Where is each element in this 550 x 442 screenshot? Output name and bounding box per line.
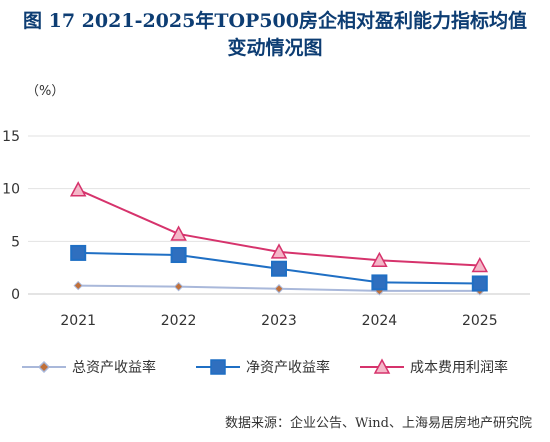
chart-title: 图 17 2021-2025年TOP500房企相对盈利能力指标均值 变动情况图 [0,8,550,62]
legend-label-roa: 总资产收益率 [72,360,156,376]
legend-swatch-roa [22,360,66,374]
y-tick-label: 0 [11,287,20,303]
data-point-cost-profit [270,243,288,259]
chart-legend: 总资产收益率 净资产收益率 成本费用利润率 [0,355,550,379]
data-point-roe [170,247,187,264]
legend-label-cost-profit: 成本费用利润率 [410,360,508,376]
x-tick-label: 2024 [362,313,398,329]
data-source-note: 数据来源：企业公告、Wind、上海易居房地产研究院 [225,416,532,431]
legend-item-roe: 净资产收益率 [194,355,330,379]
chart-title-line1: 图 17 2021-2025年TOP500房企相对盈利能力指标均值 [23,10,527,32]
x-tick-label: 2022 [161,313,197,329]
data-point-roe [371,274,388,291]
data-point-roe [471,275,488,292]
y-tick-label: 10 [2,182,20,198]
x-tick-label: 2025 [462,313,498,329]
x-tick-label: 2021 [60,313,96,329]
chart-title-line2: 变动情况图 [227,37,323,59]
data-point-cost-profit [371,251,388,268]
y-axis-unit-label: （%） [26,84,65,99]
data-point-cost-profit [170,225,187,241]
data-point-roa [73,280,83,291]
data-point-cost-profit [69,181,87,197]
legend-label-roe: 净资产收益率 [246,360,330,376]
data-point-roe [70,244,87,261]
y-tick-label: 5 [11,234,20,250]
line-chart: 0 5 10 15 2021 2022 2023 2024 2025 [2,129,530,329]
x-tick-label: 2023 [261,313,297,329]
legend-item-roa: 总资产收益率 [20,355,156,379]
y-tick-label: 15 [2,129,20,145]
data-point-roa [274,284,284,294]
data-point-cost-profit [471,256,489,273]
legend-swatch-cost-profit [360,358,404,374]
legend-item-cost-profit: 成本费用利润率 [358,355,508,379]
data-point-roe [271,260,287,277]
legend-swatch-roe [196,359,240,375]
data-point-roa [173,281,184,292]
